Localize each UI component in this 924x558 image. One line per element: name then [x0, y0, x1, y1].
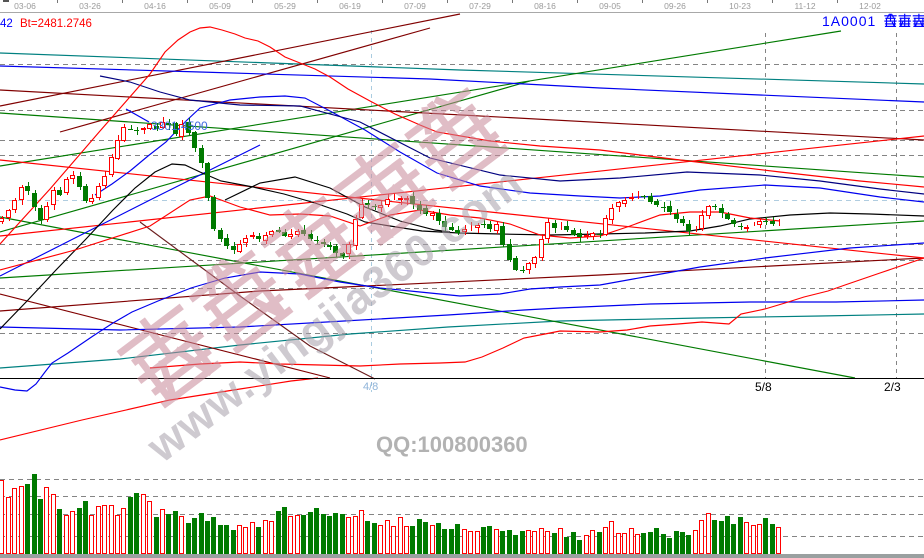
svg-text:www.yingjia360.com: www.yingjia360.com [137, 157, 533, 473]
